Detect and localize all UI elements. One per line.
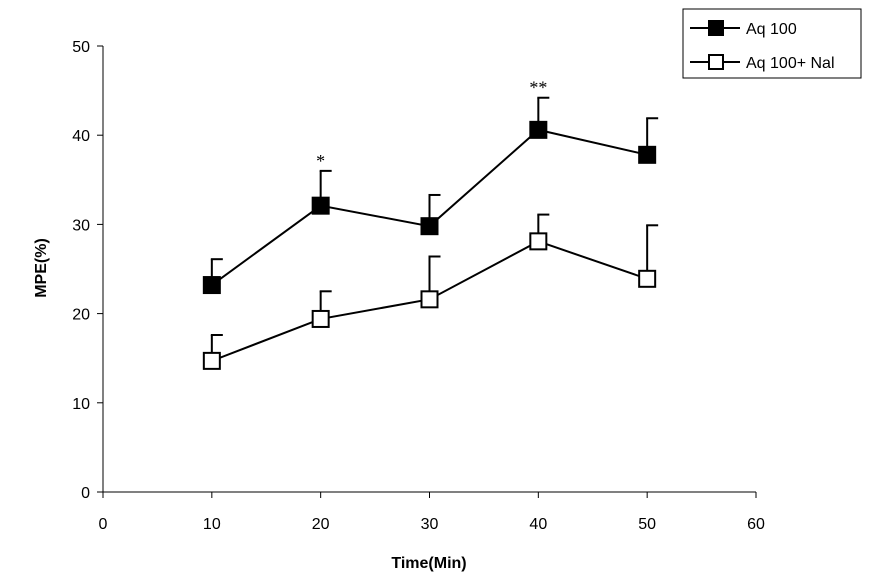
data-point [202,351,221,370]
axes: 0 10 20 30 40 50 60 0 10 20 30 40 50 [72,39,765,533]
data-point [638,145,657,164]
x-tick-label: 10 [203,516,221,533]
series-2 [202,213,659,370]
x-tick-label: 0 [99,516,108,533]
data-point [420,290,439,309]
y-tick-label: 40 [72,128,90,145]
data-point [202,276,221,295]
data-point [311,196,330,215]
legend-label: Aq 100 [746,21,797,38]
legend-label: Aq 100+ Nal [746,55,835,72]
legend-marker [708,54,724,70]
significance-marker: ** [529,78,547,98]
y-tick-label: 10 [72,396,90,413]
annotation-layer: *** [316,78,547,171]
y-tick-label: 0 [81,485,90,502]
x-axis-title: Time(Min) [391,555,466,572]
data-point [311,309,330,328]
data-point [638,269,657,288]
series-layer [202,96,659,370]
x-tick-label: 60 [747,516,765,533]
legend-item: Aq 100+ Nal [690,54,835,72]
x-tick-label: 30 [421,516,439,533]
data-point [529,232,548,251]
x-tick-label: 20 [312,516,330,533]
data-point [420,217,439,236]
y-axis-title: MPE(%) [33,238,50,298]
series-1 [202,96,659,295]
y-tick-label: 50 [72,39,90,56]
x-tick-label: 40 [529,516,547,533]
x-tick-label: 50 [638,516,656,533]
y-tick-label: 20 [72,307,90,324]
legend: Aq 100 Aq 100+ Nal [682,8,862,79]
legend-item: Aq 100 [690,20,797,38]
significance-marker: * [316,151,325,171]
legend-marker [708,20,724,36]
y-tick-label: 30 [72,217,90,234]
data-point [529,120,548,139]
